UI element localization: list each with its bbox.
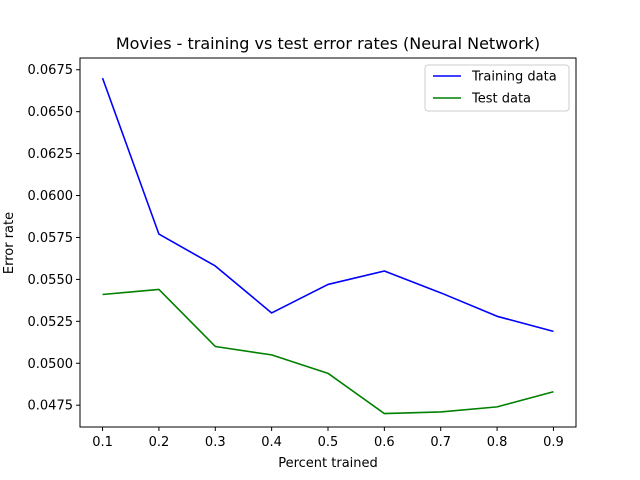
- x-tick-label: 0.7: [430, 435, 451, 450]
- series-line-test: [102, 288, 554, 415]
- y-tick-label: 0.0500: [28, 357, 74, 372]
- y-axis-ticks: 0.0475 0.0500 0.0525 0.0550 0.0575 0.0600 0.06…: [28, 63, 80, 414]
- plot-frame: [79, 57, 577, 428]
- legend-label: Training data: [471, 70, 557, 85]
- chart-title: Movies - training vs test error rates (N…: [116, 34, 540, 53]
- x-tick-label: 0.5: [318, 435, 339, 450]
- x-tick-label: 0.8: [487, 435, 508, 450]
- legend: Training data Test data: [424, 64, 570, 112]
- y-tick-label: 0.0625: [28, 147, 74, 162]
- y-tick-label: 0.0475: [28, 399, 74, 414]
- series-lines: [101, 77, 554, 415]
- x-tick-label: 0.2: [149, 435, 170, 450]
- y-tick-label: 0.0550: [28, 273, 74, 288]
- legend-label: Test data: [471, 92, 531, 107]
- y-tick-label: 0.0575: [28, 231, 74, 246]
- y-tick-label: 0.0675: [28, 63, 74, 78]
- x-axis-label: Percent trained: [278, 456, 378, 471]
- x-tick-label: 0.3: [205, 435, 226, 450]
- x-tick-label: 0.4: [261, 435, 282, 450]
- x-tick-label: 0.1: [92, 435, 113, 450]
- series-line-training: [101, 77, 554, 333]
- x-axis-ticks: 0.1 0.2 0.3 0.4 0.5 0.6 0.7 0.8 0.9: [92, 427, 564, 450]
- y-tick-label: 0.0600: [28, 189, 74, 204]
- x-tick-label: 0.9: [543, 435, 564, 450]
- y-tick-label: 0.0650: [28, 105, 74, 120]
- x-tick-label: 0.6: [374, 435, 395, 450]
- y-axis-label: Error rate: [2, 212, 17, 274]
- y-tick-label: 0.0525: [28, 315, 74, 330]
